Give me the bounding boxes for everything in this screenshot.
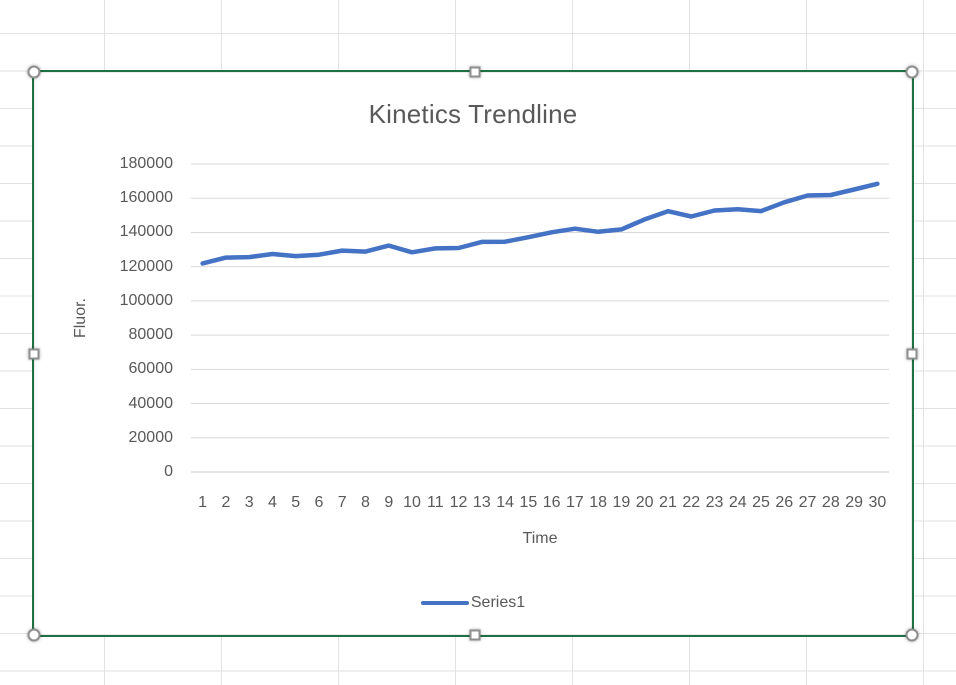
- x-tick-label: 5: [291, 494, 301, 511]
- y-tick-label: 100000: [119, 291, 173, 309]
- chart-object[interactable]: Kinetics Trendline 0 20000 40000 60000 80000…: [27, 65, 919, 642]
- x-tick-label: 26: [775, 494, 794, 511]
- x-tick-label: 24: [728, 494, 747, 511]
- y-axis-tick-labels[interactable]: 0 20000 40000 60000 80000 100000 120000 140000 1…: [34, 72, 173, 635]
- selection-handle-bottom-middle[interactable]: [469, 629, 481, 641]
- legend-line-swatch: [420, 600, 469, 606]
- selection-handle-bottom-left[interactable]: [27, 628, 41, 642]
- x-tick-label: 1: [198, 494, 208, 511]
- x-tick-label: 17: [565, 494, 584, 511]
- x-tick-label: 30: [868, 494, 887, 511]
- x-tick-label: 3: [244, 494, 254, 511]
- plot-area[interactable]: [191, 163, 889, 473]
- legend[interactable]: Series1: [34, 593, 912, 613]
- x-tick-label: 19: [612, 494, 631, 511]
- x-tick-label: 6: [314, 494, 324, 511]
- y-tick-label: 180000: [119, 155, 173, 172]
- y-tick-label: 160000: [119, 189, 173, 207]
- y-tick-label: 140000: [119, 223, 173, 241]
- y-tick-label: 120000: [119, 257, 173, 275]
- chart-area: Kinetics Trendline 0 20000 40000 60000 80000…: [34, 72, 912, 635]
- x-tick-label: 28: [821, 494, 840, 511]
- x-tick-label: 10: [403, 494, 421, 511]
- y-tick-label: 80000: [128, 326, 174, 344]
- x-tick-label: 25: [752, 494, 770, 511]
- y-tick-label: 20000: [128, 428, 174, 446]
- selection-handle-middle-left[interactable]: [28, 348, 40, 359]
- selection-handle-bottom-right[interactable]: [905, 628, 919, 642]
- chart-title[interactable]: Kinetics Trendline: [368, 99, 578, 129]
- y-axis-title[interactable]: Fluor.: [72, 298, 89, 339]
- x-tick-label: 23: [705, 494, 724, 511]
- x-axis-title[interactable]: Time: [522, 530, 558, 547]
- x-tick-label: 12: [449, 494, 468, 511]
- x-tick-label: 9: [384, 494, 394, 511]
- selection-handle-top-middle[interactable]: [469, 66, 481, 78]
- y-tick-label: 0: [164, 463, 173, 480]
- x-tick-label: 22: [682, 494, 701, 511]
- y-tick-label: 60000: [128, 360, 174, 378]
- x-tick-label: 2: [221, 494, 231, 511]
- x-tick-label: 14: [496, 494, 514, 511]
- x-tick-label: 18: [589, 494, 608, 511]
- selection-handle-middle-right[interactable]: [906, 348, 918, 359]
- x-tick-label: 16: [542, 494, 561, 511]
- x-tick-label: 4: [267, 494, 277, 511]
- x-tick-label: 20: [635, 494, 654, 511]
- x-tick-label: 13: [472, 494, 491, 511]
- series-line[interactable]: [200, 181, 880, 266]
- selection-handle-top-right[interactable]: [905, 65, 919, 79]
- x-tick-label: 7: [337, 494, 347, 511]
- x-tick-label: 27: [798, 494, 817, 511]
- x-tick-label: 11: [426, 494, 444, 511]
- x-tick-label: 8: [361, 494, 370, 511]
- selection-handle-top-left[interactable]: [27, 65, 41, 79]
- legend-series-label: Series1: [470, 594, 526, 611]
- y-tick-label: 40000: [128, 394, 174, 412]
- x-tick-label: 21: [659, 494, 677, 511]
- x-tick-label: 29: [845, 494, 863, 511]
- x-tick-label: 15: [519, 494, 538, 511]
- x-axis-tick-labels[interactable]: 1 2 3 4 5 6 7 8 9 10 11 12 13 14 15 16 17 18 19 20 21 22 23 24 2…: [34, 72, 912, 635]
